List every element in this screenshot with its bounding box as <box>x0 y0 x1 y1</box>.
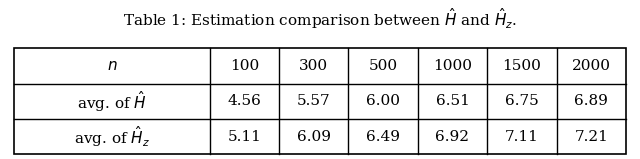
Text: 7.21: 7.21 <box>574 130 608 144</box>
Text: $n$: $n$ <box>107 59 117 73</box>
Text: avg. of $\hat{H}$: avg. of $\hat{H}$ <box>77 89 147 114</box>
Text: Table 1: Estimation comparison between $\hat{H}$ and $\hat{H}_z$.: Table 1: Estimation comparison between $… <box>123 6 517 31</box>
Text: 1500: 1500 <box>502 59 541 73</box>
Text: 6.89: 6.89 <box>574 94 608 108</box>
Text: 300: 300 <box>300 59 328 73</box>
Text: 500: 500 <box>369 59 397 73</box>
Text: 7.11: 7.11 <box>505 130 539 144</box>
Text: 2000: 2000 <box>572 59 611 73</box>
Text: 5.11: 5.11 <box>227 130 261 144</box>
Text: 6.75: 6.75 <box>505 94 539 108</box>
Text: 6.51: 6.51 <box>436 94 469 108</box>
Text: 4.56: 4.56 <box>227 94 261 108</box>
Text: 6.92: 6.92 <box>435 130 470 144</box>
Bar <box>14 48 626 155</box>
Text: 5.57: 5.57 <box>297 94 331 108</box>
Text: 6.49: 6.49 <box>366 130 400 144</box>
Text: 6.00: 6.00 <box>366 94 400 108</box>
Text: avg. of $\hat{H}_z$: avg. of $\hat{H}_z$ <box>74 124 150 149</box>
Text: 1000: 1000 <box>433 59 472 73</box>
Text: 6.09: 6.09 <box>297 130 331 144</box>
Text: 100: 100 <box>230 59 259 73</box>
